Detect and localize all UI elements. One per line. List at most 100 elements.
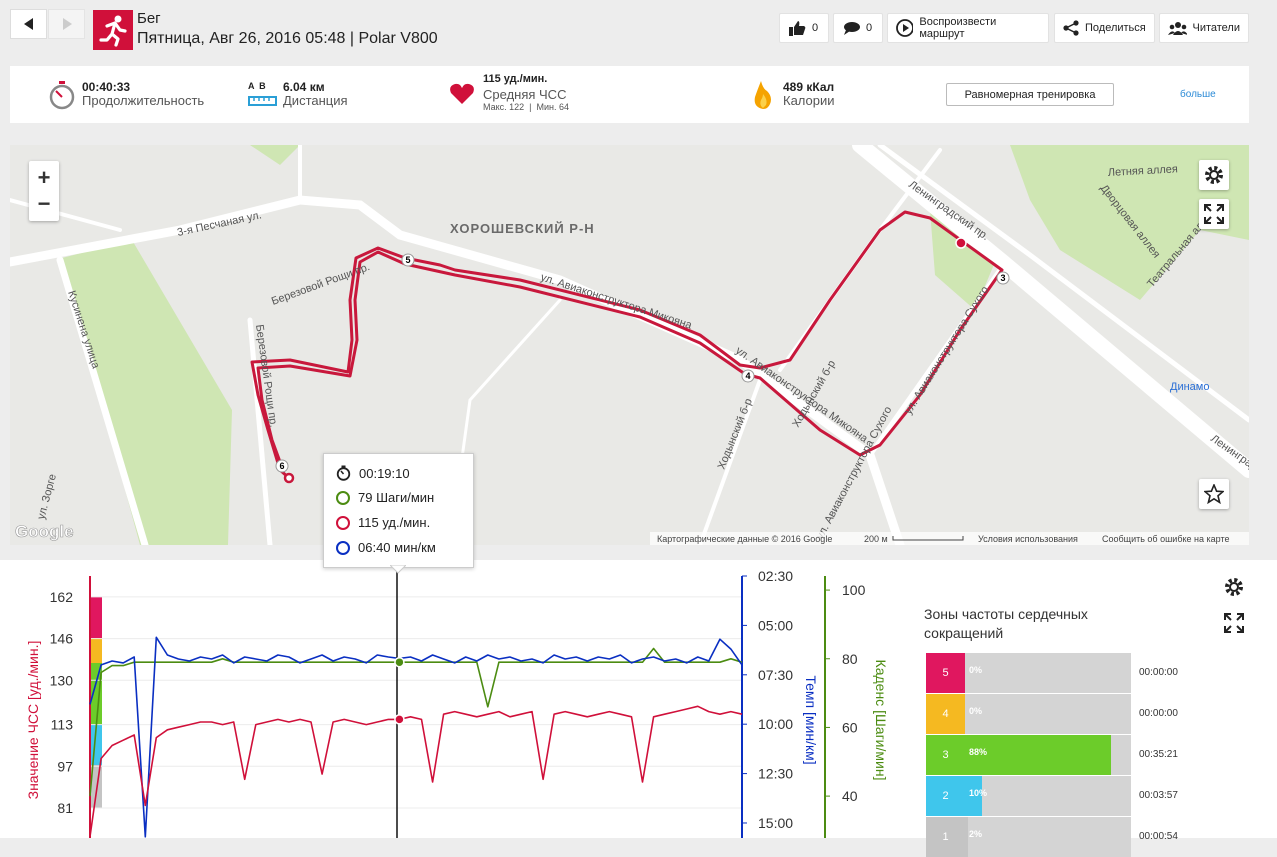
map-fullscreen[interactable] — [1199, 199, 1229, 229]
zone-percent: 88% — [969, 747, 988, 757]
zone-bar — [965, 735, 1112, 775]
y2-tick-label: 02:30 — [758, 568, 793, 584]
comment-button[interactable]: 0 — [833, 13, 883, 43]
cursor-marker — [394, 656, 405, 668]
y-tick-label: 113 — [51, 717, 74, 733]
distance-value: 6.04 км — [283, 80, 325, 94]
zoom-out[interactable]: − — [37, 191, 51, 216]
zone-track — [965, 817, 1131, 857]
flame-icon — [754, 81, 771, 109]
route-line — [250, 210, 1004, 480]
parks — [62, 145, 1249, 545]
zone-percent: 2% — [969, 829, 983, 839]
page: Polar Flow html,body{margin:0;padding:0;… — [0, 9, 1277, 857]
map-scale: 200 м — [864, 534, 888, 544]
comment-count: 0 — [866, 22, 873, 34]
y2-axis-title: Темп [мин/км] — [803, 675, 819, 764]
zone-track — [965, 694, 1131, 734]
replay-label: Воспроизвести маршрут — [919, 16, 997, 40]
sport-name: Бег — [137, 10, 161, 27]
zone-number: 3 — [926, 735, 965, 775]
forward-icon — [62, 18, 72, 30]
google-logo: Google — [15, 522, 74, 541]
zone-track — [965, 653, 1131, 693]
y-axis-title: Значение ЧСС [уд./мин.] — [25, 641, 41, 800]
like-button[interactable]: 0 — [779, 13, 829, 43]
tooltip-pace: 06:40 мин/км — [358, 540, 436, 555]
y-tick-label: 162 — [50, 589, 74, 605]
tooltip-time: 00:19:10 — [359, 465, 410, 481]
heart-rate-value: 115 уд./мин. — [483, 73, 548, 85]
heart-rate-label: Средняя ЧСС — [483, 87, 567, 102]
followers-icon — [1168, 22, 1187, 35]
y2-tick-label: 05:00 — [758, 617, 793, 633]
zone-number: 4 — [926, 694, 965, 734]
series-line — [89, 636, 743, 838]
zone-track — [965, 776, 1131, 816]
distance-markers: A B — [248, 81, 266, 91]
zone-percent: 10% — [969, 788, 988, 798]
zoom-in[interactable]: + — [37, 165, 51, 190]
replay-button[interactable]: Воспроизвести маршрут — [887, 13, 1049, 43]
map-attribution: Картографические данные © 2016 Google — [657, 534, 832, 544]
training-button[interactable]: Равномерная тренировка — [946, 83, 1114, 106]
body: { "header": {"sport": "Бег", "subtitle":… — [0, 9, 1277, 857]
map-terms[interactable]: Условия использования — [978, 534, 1078, 544]
play-icon — [896, 19, 914, 37]
zone-time: 00:35:21 — [1139, 749, 1178, 760]
tooltip-pointer — [390, 565, 406, 574]
followers-label: Читатели — [1192, 22, 1241, 34]
tooltip-heart-rate: 115 уд./мин. — [358, 515, 431, 530]
zone-bar — [965, 817, 969, 857]
km-marker: 5 — [405, 255, 410, 265]
stopwatch-icon — [49, 81, 75, 110]
chart-settings[interactable] — [1219, 572, 1249, 602]
duration-value: 00:40:33 — [82, 80, 131, 94]
map-label: Летняя аллея — [1108, 163, 1179, 179]
heart-icon — [450, 83, 474, 104]
y3-tick-label: 60 — [842, 719, 858, 735]
route-position — [955, 237, 967, 249]
km-markers: 3 4 5 6 — [275, 253, 1010, 473]
map-report[interactable]: Сообщить об ошибке на карте — [1102, 534, 1229, 544]
y3-tick-label: 80 — [842, 651, 858, 667]
y-tick-label: 130 — [50, 672, 74, 688]
map-footer-bg — [650, 532, 1249, 545]
y3-tick-label: 100 — [842, 582, 866, 598]
share-button[interactable]: Поделиться — [1054, 13, 1155, 43]
y2-tick-label: 15:00 — [758, 815, 793, 831]
back-icon — [23, 18, 33, 30]
cursor-marker — [394, 714, 405, 725]
zone-number: 2 — [926, 776, 965, 816]
tooltip: 00:19:10 79 Шаги/мин 115 уд./мин. 06:40 … — [323, 453, 474, 568]
plot-area — [90, 576, 742, 838]
map-label: ХОРОШЕВСКИЙ Р-Н — [450, 221, 595, 236]
distance-label: Дистанция — [283, 93, 348, 108]
scale-bar — [892, 536, 964, 541]
forward-button[interactable] — [48, 9, 85, 39]
session-subtitle: Пятница, Авг 26, 2016 05:48 | Polar V800 — [137, 30, 438, 47]
chart-fullscreen[interactable] — [1219, 608, 1249, 638]
legend-dot — [336, 540, 350, 555]
like-icon — [789, 21, 806, 36]
hr-zone-bands — [89, 597, 102, 808]
y-tick-label: 97 — [57, 758, 73, 774]
followers-button[interactable]: Читатели — [1159, 13, 1249, 43]
y2-tick-label: 07:30 — [758, 667, 793, 683]
km-marker: 4 — [745, 371, 750, 381]
zone-percent: 0% — [969, 706, 983, 716]
stats-panel: 00:40:33 Продолжительность A B 6.04 км Д… — [10, 66, 1249, 123]
sport-icon — [93, 10, 133, 50]
map-settings[interactable] — [1199, 160, 1229, 190]
back-button[interactable] — [10, 9, 47, 39]
more-link[interactable]: больше — [1180, 89, 1216, 100]
map-favorite[interactable] — [1199, 479, 1229, 509]
expand-icon — [1224, 613, 1244, 633]
expand-icon — [1204, 204, 1224, 224]
roads — [10, 145, 1249, 545]
km-marker: 6 — [279, 461, 284, 471]
map-footer: Картографические данные © 2016 Google 20… — [657, 534, 1229, 544]
zones-title: Зоны частоты сердечных сокращений — [924, 606, 1088, 641]
tooltip-cadence: 79 Шаги/мин — [358, 490, 435, 505]
calories-value: 489 кКал — [783, 80, 835, 94]
